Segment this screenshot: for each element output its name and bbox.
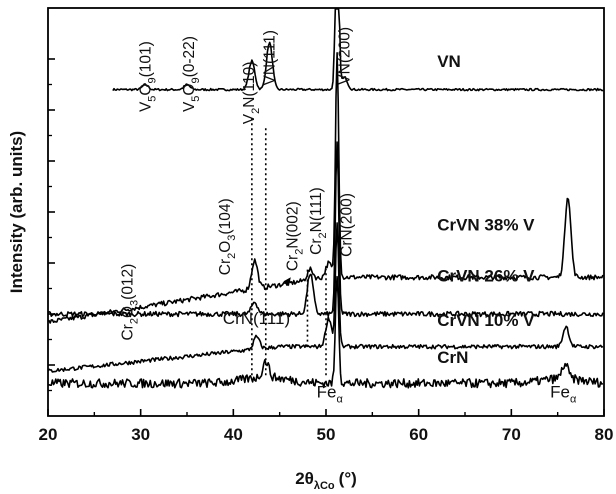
peak-label: Feα: [317, 383, 344, 406]
phase-annotation: Cr2O3(012): [120, 264, 141, 341]
series-trace: [112, 8, 604, 92]
x-tick-label: 60: [409, 425, 428, 444]
series-label: CrVN 10% V: [437, 311, 535, 330]
phase-annotation: Cr2N(002): [285, 201, 306, 271]
series-trace: [47, 222, 604, 373]
x-tick-label: 30: [131, 425, 150, 444]
phase-annotation: V2N(110): [241, 62, 262, 125]
annotations-layer: V5O9(101) V5O9(0-22) V2N(110) VN(111) VN(200…: [120, 27, 577, 406]
y-axis-label: Intensity (arb. units): [7, 131, 26, 293]
phase-annotation: V5O9(0-22): [181, 36, 202, 112]
x-tick-label: 70: [502, 425, 521, 444]
series-labels-layer: VN CrVN 38% V CrVN 26% V CrVN 10% V CrN: [437, 52, 535, 367]
plot-area-border: [47, 7, 605, 417]
phase-annotation: VN(111): [261, 30, 278, 85]
series-trace: [47, 141, 604, 318]
phase-annotation: CrN(200): [338, 193, 355, 257]
peak-label: Feα: [550, 383, 577, 406]
series-label: VN: [437, 52, 461, 71]
x-axis-label: 2θλCo (°): [295, 469, 357, 492]
phase-annotation: Cr2O3(104): [217, 198, 238, 275]
annotation-arrow: [283, 277, 291, 287]
x-tick-label: 40: [224, 425, 243, 444]
series-label: CrN: [437, 348, 468, 367]
phase-annotation: Cr2N(111): [308, 187, 329, 255]
series-trace: [48, 275, 604, 389]
phase-annotation: V5O9(101): [137, 41, 158, 112]
series-label: CrVN 38% V: [437, 215, 535, 234]
series-label: CrVN 26% V: [437, 266, 535, 285]
peak-label: CrN(111): [223, 309, 290, 328]
reference-lines-layer: [251, 118, 327, 376]
x-tick-label: 20: [39, 425, 58, 444]
x-tick-label: 50: [317, 425, 336, 444]
x-tick-label: 80: [595, 425, 614, 444]
phase-annotation: VN(200): [337, 27, 354, 85]
traces-layer: [47, 8, 604, 389]
